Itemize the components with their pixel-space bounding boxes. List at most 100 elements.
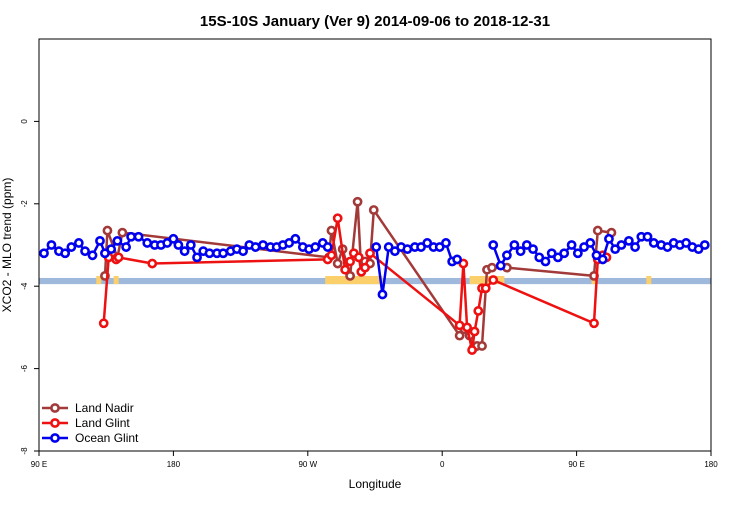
- data-point: [168, 233, 179, 244]
- y-tick-label: 0: [20, 119, 29, 124]
- data-point: [502, 250, 512, 261]
- data-point: [589, 318, 599, 329]
- series-land-glint: [98, 213, 612, 355]
- data-point: [204, 248, 215, 259]
- plot-frame: [38, 38, 712, 452]
- data-point: [326, 250, 337, 261]
- data-point: [462, 322, 472, 333]
- data-point: [467, 345, 477, 355]
- y-tick-label: -8: [20, 447, 29, 455]
- data-point: [642, 231, 653, 242]
- data-point: [98, 318, 109, 329]
- data-point: [572, 248, 583, 259]
- data-point: [113, 252, 124, 263]
- legend-label: Ocean Glint: [75, 431, 139, 445]
- data-point: [597, 254, 608, 265]
- data-point: [192, 252, 202, 263]
- data-point: [179, 246, 190, 257]
- data-point: [454, 330, 465, 341]
- data-point: [290, 233, 301, 244]
- data-point: [46, 240, 57, 250]
- legend-marker: [50, 403, 60, 413]
- data-point: [353, 252, 364, 263]
- x-tick-label: 0: [440, 460, 445, 469]
- land-band-segment: [325, 275, 383, 285]
- data-point: [441, 238, 451, 248]
- x-axis: 90 E 180 90 W 0 90 E 180: [31, 451, 718, 469]
- data-point: [147, 258, 158, 269]
- data-point: [218, 248, 229, 259]
- data-point: [310, 242, 321, 252]
- data-point: [60, 248, 71, 259]
- chart-title: 15S-10S January (Ver 9) 2014-09-06 to 20…: [200, 13, 550, 30]
- data-point: [509, 240, 520, 250]
- x-axis-label: Longitude: [349, 477, 402, 491]
- data-point: [452, 254, 463, 265]
- y-axis: 0 -2 -4 -6 -8: [20, 119, 39, 455]
- data-point: [95, 235, 105, 246]
- x-tick-label: 90 E: [31, 460, 47, 469]
- x-tick-label: 180: [167, 460, 181, 469]
- data-point: [592, 225, 603, 236]
- data-point: [80, 246, 90, 257]
- data-point: [126, 231, 136, 242]
- x-tick-label: 90 W: [298, 460, 317, 469]
- data-point: [133, 231, 144, 242]
- data-point: [238, 246, 248, 257]
- data-point: [365, 248, 375, 259]
- data-point: [368, 205, 379, 215]
- data-point: [345, 256, 356, 267]
- legend-label: Land Glint: [75, 416, 130, 430]
- data-point: [528, 244, 538, 255]
- y-tick-label: -4: [20, 282, 29, 290]
- data-point: [566, 240, 577, 250]
- legend-marker: [50, 418, 60, 428]
- data-point: [332, 258, 343, 269]
- legend-marker: [50, 433, 60, 443]
- data-point: [322, 242, 333, 252]
- data-point: [360, 262, 370, 273]
- data-point: [616, 240, 627, 250]
- y-tick-label: -2: [20, 200, 29, 208]
- data-point: [540, 256, 551, 267]
- data-point: [559, 248, 570, 259]
- data-point: [487, 262, 497, 273]
- land-band-segment: [646, 275, 652, 285]
- data-point: [630, 242, 640, 252]
- land-band-segment: [96, 275, 102, 285]
- data-point: [377, 289, 388, 300]
- legend-label: Land Nadir: [75, 401, 134, 415]
- data-point: [402, 244, 413, 255]
- data-point: [250, 242, 261, 252]
- data-point: [473, 306, 484, 316]
- data-point: [345, 270, 356, 281]
- data-point: [648, 238, 659, 248]
- data-point: [488, 275, 499, 285]
- data-point: [495, 260, 506, 271]
- data-point: [87, 250, 98, 261]
- background-band: [39, 275, 711, 285]
- data-point: [488, 240, 499, 250]
- data-point: [352, 196, 363, 207]
- y-axis-label: XCO2 - MLO trend (ppm): [0, 178, 14, 313]
- data-point: [340, 264, 351, 275]
- data-point: [142, 238, 153, 248]
- x-tick-label: 180: [704, 460, 718, 469]
- data-point: [121, 242, 132, 252]
- data-point: [73, 238, 84, 248]
- data-point: [585, 238, 596, 248]
- data-point: [66, 242, 77, 252]
- data-point: [112, 235, 123, 246]
- land-band-segment: [113, 275, 119, 285]
- data-point: [604, 233, 614, 244]
- y-tick-label: -6: [20, 364, 29, 372]
- data-point: [106, 244, 117, 255]
- data-point: [623, 235, 634, 246]
- data-point: [371, 242, 382, 252]
- data-point: [515, 246, 526, 257]
- data-point: [480, 283, 491, 294]
- data-point: [477, 341, 487, 351]
- data-point: [173, 240, 184, 250]
